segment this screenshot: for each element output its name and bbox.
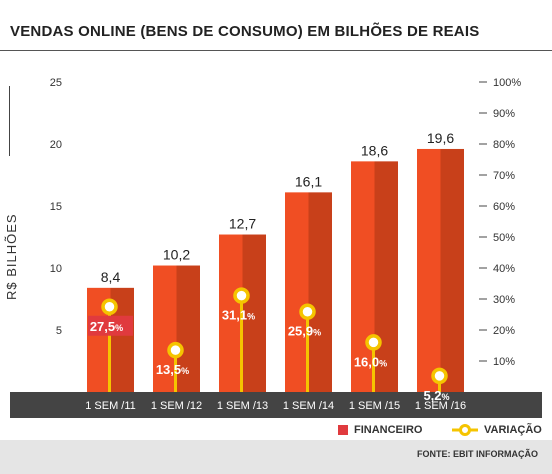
variation-label-2: 31,1% [222, 308, 255, 323]
y2-tick-label-4: 50% [493, 232, 515, 244]
bar-dark-1 [176, 265, 200, 392]
x-tick-label-3: 1 SEM /14 [283, 400, 334, 412]
y-tick-label-3: 20 [50, 139, 62, 151]
variation-unit-0: % [115, 323, 123, 333]
bar-light-3 [285, 192, 309, 392]
y2-tick-label-2: 30% [493, 294, 515, 306]
variation-point-2 [233, 287, 250, 304]
bar-value-label-5: 19,6 [427, 130, 454, 146]
y2-tick-label-7: 80% [493, 139, 515, 151]
variation-label-5: 5,2% [423, 388, 449, 403]
source-note: FONTE: EBIT INFORMAÇÃO [417, 449, 538, 459]
x-tick-label-5: 1 SEM /16 [415, 400, 466, 412]
legend-financeiro: FINANCEIRO [338, 421, 422, 439]
y2-tick-label-3: 40% [493, 263, 515, 275]
y-tick-label-4: 25 [50, 77, 62, 89]
y-axis-label-rule [9, 86, 10, 156]
chart-title: VENDAS ONLINE (BENS DE CONSUMO) EM BILHÕ… [10, 23, 480, 40]
x-tick-label-4: 1 SEM /15 [349, 400, 400, 412]
bar-dark-2 [242, 234, 266, 392]
x-tick-label-1: 1 SEM /12 [151, 400, 202, 412]
variation-point-4 [365, 334, 382, 351]
variation-label-1: 13,5% [156, 362, 189, 377]
title-divider [0, 50, 552, 51]
variation-label-4: 16,0% [354, 354, 387, 369]
bar-dark-0 [110, 287, 134, 392]
variation-unit-2: % [247, 312, 255, 322]
bar-value-label-0: 8,4 [101, 269, 121, 285]
variation-point-5 [431, 367, 448, 385]
bar-value-label-4: 18,6 [361, 142, 388, 158]
y2-tick-label-9: 100% [493, 77, 521, 89]
variation-label-3: 25,9% [288, 324, 321, 339]
legend-financeiro-label: FINANCEIRO [354, 424, 423, 436]
y-tick-label-1: 10 [50, 263, 62, 275]
y2-tick-label-5: 60% [493, 201, 515, 213]
y2-tick-label-8: 90% [493, 108, 515, 120]
y2-tick-label-0: 10% [493, 356, 515, 368]
bar-light-4 [351, 161, 375, 392]
bar-light-2 [219, 234, 243, 392]
y-tick-label-2: 15 [50, 201, 62, 213]
y-tick-label-0: 5 [56, 325, 62, 337]
legend-financeiro-swatch [338, 425, 348, 435]
x-tick-label-2: 1 SEM /13 [217, 400, 268, 412]
bar-value-label-2: 12,7 [229, 216, 256, 232]
variation-unit-3: % [313, 328, 321, 338]
variation-unit-5: % [442, 392, 450, 402]
legend-variacao-label: VARIAÇÃO [484, 424, 542, 436]
variation-point-0 [101, 298, 118, 315]
variation-label-bg-0 [88, 315, 133, 336]
bar-light-5 [417, 148, 441, 392]
variation-unit-1: % [181, 366, 189, 376]
source-bar: FONTE: EBIT INFORMAÇÃO [0, 440, 552, 474]
bar-light-1 [153, 265, 177, 392]
variation-label-0: 27,5% [90, 319, 123, 334]
variation-point-3 [299, 303, 316, 320]
y2-tick-label-6: 70% [493, 170, 515, 182]
chart-plot: 5 10 15 20 25 10% 20% 30% 40% 50% 60% 70% 80% 90% 100%… [10, 77, 542, 418]
x-tick-label-0: 1 SEM /11 [85, 400, 136, 412]
y2-tick-label-1: 20% [493, 325, 515, 337]
legend-variacao: VARIAÇÃO [452, 421, 542, 439]
bar-value-label-1: 10,2 [163, 247, 190, 263]
bar-dark-4 [374, 161, 398, 392]
legend-variacao-marker-icon [452, 424, 478, 436]
variation-unit-4: % [379, 358, 387, 368]
x-axis-band [10, 392, 542, 418]
bar-value-label-3: 16,1 [295, 173, 322, 189]
variation-point-1 [167, 341, 184, 359]
bar-light-0 [87, 287, 111, 392]
bar-dark-5 [440, 148, 464, 392]
bar-dark-3 [308, 192, 332, 392]
